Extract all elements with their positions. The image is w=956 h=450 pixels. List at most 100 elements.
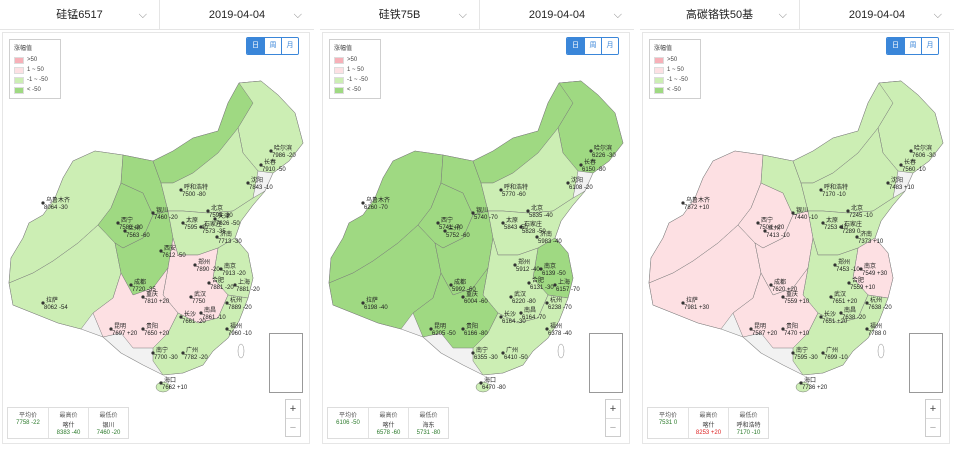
zoom-in-button[interactable]: + xyxy=(929,403,937,415)
period-week-button[interactable]: 周 xyxy=(904,38,921,54)
province-region[interactable] xyxy=(557,80,624,174)
province-region[interactable] xyxy=(792,294,889,376)
hainan-region[interactable] xyxy=(795,381,811,393)
period-week-button[interactable]: 周 xyxy=(264,38,281,54)
province-region[interactable] xyxy=(152,294,249,376)
zoom-out-button[interactable]: − xyxy=(606,418,620,436)
period-day-button[interactable]: 日 xyxy=(247,38,264,54)
period-week-button[interactable]: 周 xyxy=(584,38,601,54)
hainan-region[interactable] xyxy=(475,381,491,393)
date-select[interactable]: 2019-04-04 ⌵ xyxy=(800,0,954,30)
map-area[interactable]: 乌鲁木齐 8064 -30 拉萨 8062 -54 哈尔滨 7986 -20 长春 7910 … xyxy=(2,32,310,444)
product-select[interactable]: 高碳铬铁50基 ⌵ xyxy=(640,0,800,30)
product-select[interactable]: 硅锰6517 ⌵ xyxy=(0,0,160,30)
map-area[interactable]: 乌鲁木齐 7872 +10 拉萨 7981 +30 哈尔滨 7606 -30 长春 7560 … xyxy=(642,32,950,444)
date-select[interactable]: 2019-04-04 ⌵ xyxy=(160,0,314,30)
period-month-button[interactable]: 月 xyxy=(921,38,938,54)
period-day-button[interactable]: 日 xyxy=(887,38,904,54)
zoom-in-button[interactable]: + xyxy=(289,403,297,415)
map-area[interactable]: 乌鲁木齐 6260 -70 拉萨 6198 -40 哈尔滨 6226 -30 长春 6150 … xyxy=(322,32,630,444)
zoom-out-button[interactable]: − xyxy=(926,418,940,436)
hainan-region[interactable] xyxy=(155,381,171,393)
period-day-button[interactable]: 日 xyxy=(567,38,584,54)
date-select[interactable]: 2019-04-04 ⌵ xyxy=(480,0,634,30)
province-region[interactable] xyxy=(877,80,944,174)
